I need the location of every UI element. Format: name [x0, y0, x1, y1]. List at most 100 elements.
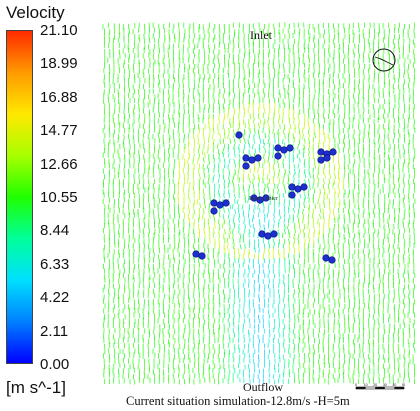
colorbar-tick-label: 10.55	[40, 189, 78, 206]
velocity-vector-series	[103, 23, 411, 385]
velocity-vector-series	[243, 138, 300, 365]
velocity-vector-series	[229, 237, 294, 374]
velocity-vector-series	[199, 122, 271, 219]
building-marker	[280, 146, 288, 154]
velocity-vector-series	[104, 23, 390, 373]
velocity-vector-series	[288, 163, 291, 374]
velocity-vector-series	[108, 24, 405, 384]
scale-tick-label: 20	[373, 383, 377, 387]
velocity-vector-series	[241, 204, 285, 348]
velocity-vector-series	[238, 119, 332, 180]
building-markers	[192, 131, 337, 264]
velocity-vector-series	[193, 123, 321, 220]
velocity-vector-series	[104, 33, 410, 375]
velocity-vector-series	[257, 278, 261, 299]
velocity-vector-series	[292, 133, 295, 139]
velocity-vector-series	[227, 233, 244, 304]
velocity-vector-series	[293, 207, 295, 213]
velocity-vector-series	[107, 23, 415, 334]
velocity-vector-series	[228, 178, 309, 369]
velocity-vector-series	[257, 242, 290, 260]
velocity-vector-series	[237, 144, 284, 379]
velocity-vector-series	[102, 33, 415, 374]
velocity-vector-series	[213, 153, 294, 199]
building-marker	[258, 230, 266, 238]
colorbar-tick-label: 8.44	[40, 222, 70, 240]
velocity-vector-series	[213, 188, 296, 348]
velocity-vector-series	[224, 123, 330, 244]
velocity-vector-series	[238, 217, 245, 264]
velocity-vector-series	[204, 108, 330, 255]
velocity-vector-series	[273, 242, 276, 248]
velocity-vector-series	[227, 163, 285, 348]
velocity-vector-series	[288, 188, 294, 270]
velocity-vector-series	[257, 233, 275, 380]
scale-bar: 0 10 20 30 40 50	[355, 383, 405, 390]
velocity-vector-series	[227, 142, 286, 314]
velocity-vector-series	[202, 157, 289, 180]
velocity-vector-series	[243, 197, 296, 318]
velocity-vector-series	[219, 188, 245, 308]
building-marker	[262, 194, 270, 202]
velocity-vector-series	[198, 193, 250, 255]
velocity-vector-series	[199, 147, 214, 190]
velocity-vector-series	[229, 134, 290, 365]
velocity-vector-series	[222, 147, 267, 384]
velocity-vector-series	[248, 133, 306, 318]
building-marker	[264, 232, 272, 240]
velocity-vector-series	[103, 23, 415, 350]
velocity-vector-series	[252, 113, 255, 119]
velocity-vector-series	[297, 158, 306, 218]
velocity-vector-series	[103, 37, 414, 380]
velocity-vector-series	[233, 257, 286, 334]
velocity-vector-series	[262, 263, 265, 274]
velocity-vector-series	[117, 33, 416, 370]
velocity-vector-series	[219, 193, 240, 199]
velocity-vector-series	[223, 218, 305, 240]
velocity-vector-series	[263, 102, 330, 239]
velocity-vector-series	[212, 232, 215, 239]
velocity-vector-series	[308, 153, 310, 159]
velocity-vector-series	[223, 179, 239, 330]
velocity-vector-series	[258, 208, 275, 333]
velocity-vector-series	[202, 163, 204, 170]
velocity-vector-series	[214, 128, 324, 255]
velocity-vector-series	[218, 133, 295, 374]
velocity-vector-series	[243, 208, 286, 378]
velocity-vector-series	[252, 339, 255, 368]
velocity-vector-series	[253, 217, 266, 349]
velocity-vector-series	[238, 203, 290, 334]
velocity-vector-series	[207, 113, 296, 239]
velocity-vector-series	[253, 212, 270, 298]
building-marker	[242, 162, 250, 170]
velocity-vector-series	[223, 189, 279, 384]
velocity-vector-series	[207, 167, 300, 323]
velocity-vector-series	[283, 213, 286, 219]
velocity-vector-series	[218, 162, 296, 358]
velocity-vector-series	[263, 224, 266, 304]
building-marker	[198, 252, 206, 260]
velocity-vector-series	[103, 22, 415, 384]
scale-tick-label: 10	[364, 383, 368, 387]
velocity-vector-series	[257, 323, 260, 384]
building-marker	[274, 152, 282, 160]
compass-icon	[372, 48, 396, 72]
scale-tick-label: 30	[383, 383, 387, 387]
velocity-vector-series	[178, 158, 225, 250]
velocity-vector-series	[238, 138, 286, 375]
velocity-vector-series	[193, 107, 306, 255]
velocity-vector-series	[214, 183, 285, 334]
colorbar-tick-label: 18.99	[40, 55, 78, 73]
velocity-vector-series	[177, 108, 331, 214]
velocity-vector-series	[288, 253, 295, 378]
velocity-vector-series	[224, 168, 294, 374]
velocity-vector-series	[223, 139, 265, 303]
velocity-vector-series	[178, 143, 330, 249]
velocity-vector-series	[187, 108, 306, 259]
velocity-vector-series	[177, 118, 300, 255]
velocity-vector-series	[187, 107, 335, 254]
velocity-vector-series	[103, 28, 411, 379]
velocity-vector-series	[238, 123, 305, 220]
velocity-vector-series	[133, 42, 344, 305]
building-marker	[300, 183, 308, 191]
